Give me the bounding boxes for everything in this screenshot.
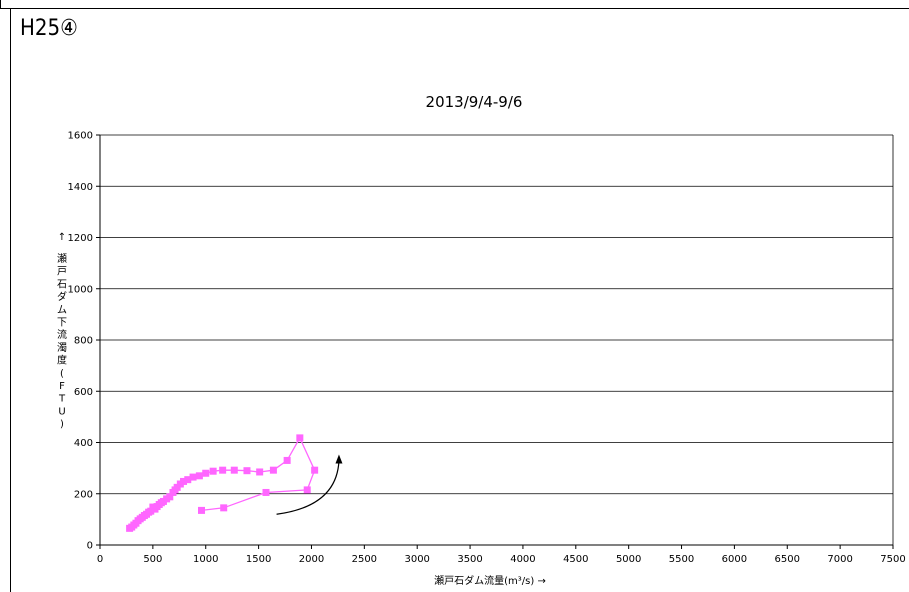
y-axis-label-char: 瀬 bbox=[57, 253, 67, 265]
data-point bbox=[219, 466, 227, 474]
data-point bbox=[180, 477, 188, 485]
data-point bbox=[256, 468, 264, 476]
x-tick-label: 1000 bbox=[193, 554, 218, 565]
y-tick-label: 0 bbox=[87, 541, 93, 552]
x-tick-label: 3000 bbox=[404, 554, 429, 565]
y-tick-label: 1000 bbox=[68, 284, 93, 295]
x-tick-label: 7500 bbox=[880, 554, 905, 565]
data-point bbox=[198, 506, 206, 514]
y-axis-label-char: ( bbox=[60, 368, 64, 379]
y-tick-label: 800 bbox=[74, 336, 93, 347]
y-tick-label: 1400 bbox=[68, 182, 93, 193]
trend-arrow-line bbox=[276, 460, 340, 515]
data-point bbox=[184, 476, 192, 484]
x-tick-label: 5500 bbox=[669, 554, 694, 565]
y-axis-label-char: 濁 bbox=[57, 342, 67, 354]
data-point bbox=[311, 466, 319, 474]
y-tick-label: 400 bbox=[74, 438, 93, 449]
x-tick-label: 2500 bbox=[352, 554, 377, 565]
y-axis-label-char: ム bbox=[57, 304, 67, 316]
x-tick-label: 4500 bbox=[563, 554, 588, 565]
data-point bbox=[209, 467, 217, 475]
data-point bbox=[283, 456, 291, 464]
frame-corner-line bbox=[0, 0, 1, 8]
series-line bbox=[129, 436, 316, 529]
y-axis-label-char: 度 bbox=[57, 354, 67, 367]
y-axis-arrow: ↑ bbox=[58, 232, 66, 243]
x-tick-label: 6000 bbox=[722, 554, 747, 565]
y-axis-label-char: ダ bbox=[57, 290, 67, 303]
x-tick-label: 4000 bbox=[510, 554, 535, 565]
chart-title: 2013/9/4-9/6 bbox=[426, 93, 523, 111]
y-axis-label-char: 流 bbox=[57, 328, 67, 341]
y-axis-label-char: 石 bbox=[57, 279, 67, 290]
y-axis-label-char: 下 bbox=[57, 318, 67, 329]
y-tick-label: 200 bbox=[74, 489, 93, 500]
x-tick-label: 500 bbox=[143, 554, 162, 565]
frame-top-line bbox=[0, 8, 909, 9]
x-tick-label: 5000 bbox=[616, 554, 641, 565]
x-tick-label: 6500 bbox=[775, 554, 800, 565]
y-tick-label: 600 bbox=[74, 387, 93, 398]
ticks-layer: 0 200 400 600 800 1000 1200 1400 1600 0 500 1000 150… bbox=[68, 131, 906, 566]
y-tick-label: 1600 bbox=[68, 131, 93, 142]
y-axis-label-char: F bbox=[59, 381, 65, 392]
data-point bbox=[296, 434, 304, 442]
y-axis-label-char: T bbox=[58, 394, 66, 405]
frame-left-line bbox=[10, 8, 11, 592]
data-point bbox=[220, 504, 228, 512]
x-tick-label: 1500 bbox=[246, 554, 271, 565]
data-point bbox=[189, 473, 197, 481]
x-tick-label: 3500 bbox=[457, 554, 482, 565]
y-axis-label-char: ) bbox=[60, 419, 64, 430]
data-point bbox=[230, 466, 238, 474]
x-tick-label: 0 bbox=[97, 554, 103, 565]
data-point bbox=[195, 472, 203, 480]
x-tick-label: 2000 bbox=[299, 554, 324, 565]
series-layer bbox=[126, 434, 319, 532]
data-point bbox=[147, 507, 155, 515]
y-axis-label-char: 戸 bbox=[57, 266, 67, 278]
data-point bbox=[243, 467, 251, 475]
x-tick-label: 7000 bbox=[827, 554, 852, 565]
data-point bbox=[303, 486, 311, 494]
data-point bbox=[269, 466, 277, 474]
data-point bbox=[262, 488, 270, 496]
data-point bbox=[166, 493, 174, 501]
y-tick-label: 1200 bbox=[68, 233, 93, 244]
trend-arrow-head bbox=[335, 454, 343, 464]
x-axis-label: 瀬戸石ダム流量(m³/s) → bbox=[434, 574, 546, 587]
y-axis-label-char: U bbox=[58, 406, 65, 417]
annotation-layer bbox=[276, 454, 343, 515]
panel-label: H25④ bbox=[20, 16, 78, 41]
data-point bbox=[202, 469, 210, 477]
grid-layer bbox=[100, 134, 893, 495]
